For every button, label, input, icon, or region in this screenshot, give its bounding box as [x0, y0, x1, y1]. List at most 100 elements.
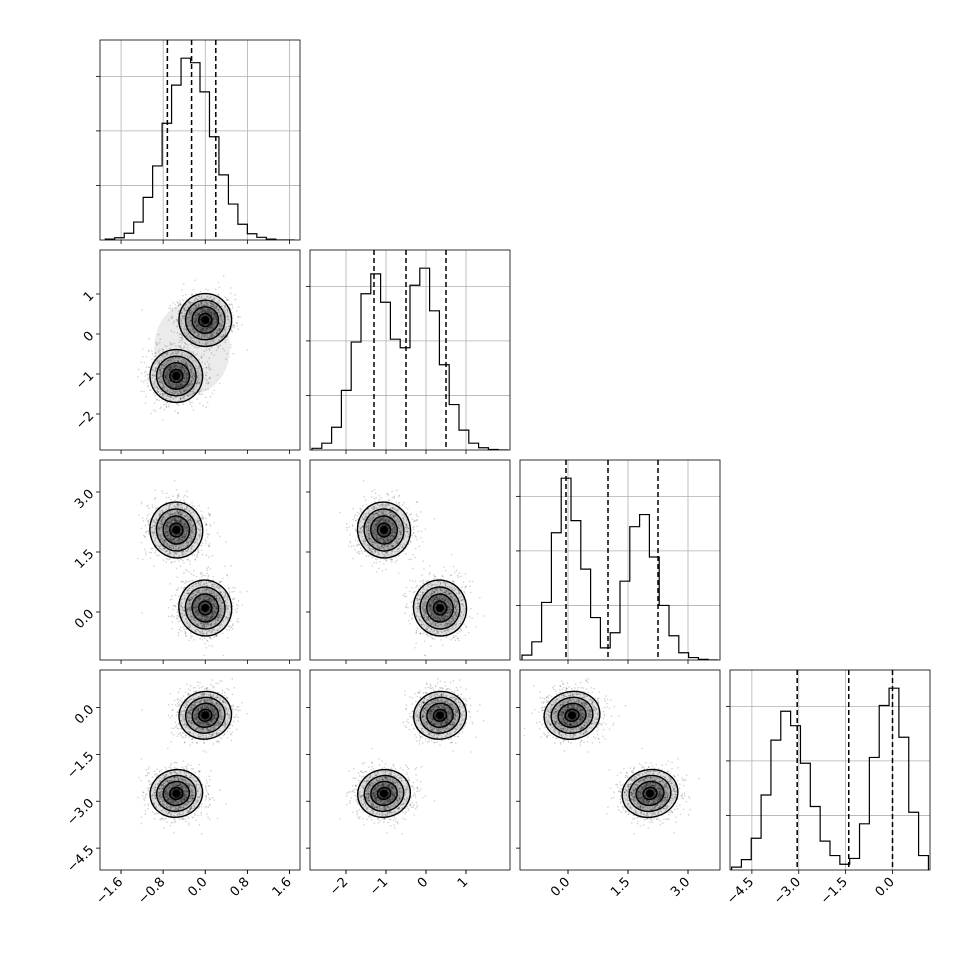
sample-point — [183, 499, 185, 501]
sample-point — [205, 349, 208, 351]
sample-point — [190, 385, 193, 388]
sample-point — [162, 350, 165, 353]
sample-point — [145, 355, 148, 358]
sample-point — [195, 325, 198, 327]
sample-point — [220, 305, 223, 308]
sample-point — [166, 377, 168, 379]
sample-point — [179, 389, 181, 392]
sample-point — [141, 612, 143, 614]
sample-point — [216, 317, 218, 320]
sample-point — [209, 340, 212, 342]
sample-point — [189, 376, 192, 379]
sample-point — [185, 385, 188, 388]
sample-point — [212, 314, 215, 317]
sample-point — [168, 496, 170, 499]
sample-point — [208, 315, 210, 318]
sample-point — [209, 395, 212, 398]
sample-point — [171, 351, 174, 354]
sample-point — [151, 506, 154, 509]
sample-point — [198, 313, 201, 316]
sample-point — [211, 327, 214, 329]
sample-point — [206, 401, 209, 404]
sample-point — [186, 335, 189, 337]
sample-point — [165, 372, 167, 375]
sample-point — [226, 310, 229, 313]
sample-point — [205, 314, 208, 316]
sample-point — [204, 388, 207, 391]
sample-point — [182, 361, 184, 364]
sample-point — [189, 368, 192, 371]
sample-point — [212, 310, 215, 313]
sample-point — [179, 499, 182, 501]
sample-point — [226, 318, 229, 321]
sample-point — [188, 401, 191, 403]
sample-point — [183, 390, 185, 393]
sample-point — [233, 324, 236, 327]
sample-point — [157, 376, 159, 379]
sample-point — [224, 306, 226, 309]
sample-point — [198, 311, 201, 314]
panel-0-0 — [96, 39, 301, 244]
sample-point — [219, 315, 221, 318]
sample-point — [167, 379, 170, 382]
sample-point — [215, 306, 218, 309]
sample-point — [210, 311, 213, 313]
sample-point — [232, 314, 234, 317]
sample-point — [173, 366, 175, 369]
sample-point — [204, 363, 206, 365]
panel-frame-1-1 — [309, 249, 511, 451]
sample-point — [209, 304, 212, 307]
sample-point — [145, 366, 148, 369]
sample-point — [191, 326, 193, 328]
sample-point — [200, 335, 203, 338]
sample-point — [189, 313, 192, 316]
sample-point — [159, 375, 162, 377]
sample-point — [161, 382, 163, 384]
sample-point — [180, 367, 183, 370]
sample-point — [174, 386, 176, 389]
sample-point — [200, 373, 203, 376]
sample-point — [151, 377, 154, 379]
sample-point — [208, 341, 211, 343]
sample-point — [191, 375, 194, 378]
sample-point — [199, 402, 201, 405]
sample-point — [199, 381, 202, 384]
sample-point — [186, 376, 188, 379]
sample-point — [207, 315, 210, 317]
sample-point — [177, 587, 180, 589]
sample-point — [171, 375, 173, 378]
sample-point — [137, 557, 139, 560]
sample-point — [205, 540, 207, 543]
sample-point — [220, 314, 222, 317]
sample-point — [211, 326, 214, 328]
sample-point — [161, 380, 164, 383]
sample-point — [191, 375, 194, 378]
sample-point — [184, 362, 187, 365]
sample-point — [163, 365, 166, 367]
sample-point — [181, 385, 183, 388]
sample-point — [174, 365, 177, 367]
sample-point — [180, 359, 183, 362]
sample-point — [201, 334, 203, 336]
sample-point — [187, 306, 189, 309]
sample-point — [202, 310, 204, 312]
sample-point — [209, 326, 212, 328]
sample-point — [224, 309, 226, 312]
sample-point — [151, 350, 153, 352]
sample-point — [158, 377, 161, 379]
sample-point — [178, 390, 181, 392]
sample-point — [201, 328, 204, 330]
sample-point — [164, 356, 167, 358]
sample-point — [183, 376, 186, 378]
sample-point — [166, 351, 169, 354]
sample-point — [166, 376, 168, 378]
sample-point — [187, 377, 189, 380]
sample-point — [170, 369, 172, 371]
sample-point — [215, 316, 218, 318]
sample-point — [192, 390, 195, 393]
sample-point — [150, 412, 153, 415]
sample-point — [234, 608, 237, 611]
sample-point — [193, 505, 196, 508]
sample-point — [207, 311, 210, 314]
sample-point — [198, 295, 200, 298]
